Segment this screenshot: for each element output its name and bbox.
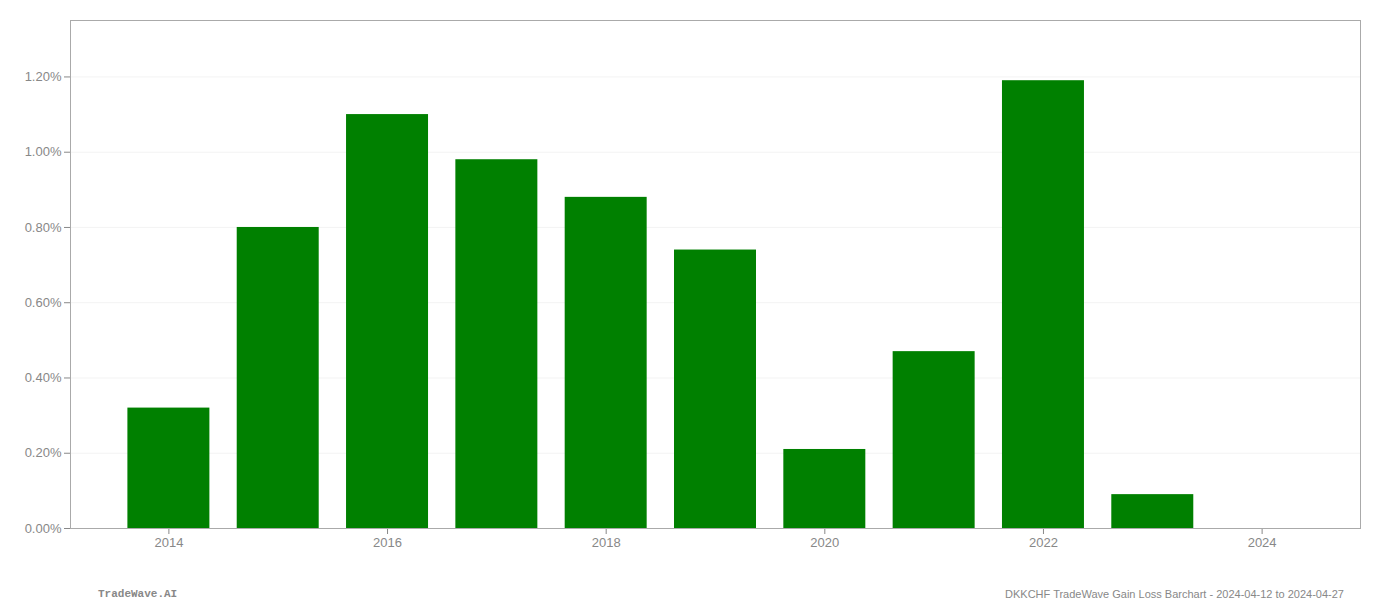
html-text:DKKCHF TradeWave Gain Loss Bar: DKKCHF TradeWave Gain Loss Barchart - 20… xyxy=(1005,588,1344,600)
svg-text:2016: 2016 xyxy=(373,535,402,550)
svg-text:1.00%: 1.00% xyxy=(25,144,62,159)
svg-text:1.20%: 1.20% xyxy=(25,69,62,84)
svg-text:2022: 2022 xyxy=(1029,535,1058,550)
svg-text:0.60%: 0.60% xyxy=(25,295,62,310)
svg-text:0.00%: 0.00% xyxy=(25,521,62,536)
html-text:TradeWave.AI: TradeWave.AI xyxy=(98,588,178,600)
svg-text:2024: 2024 xyxy=(1248,535,1277,550)
svg-text:2014: 2014 xyxy=(154,535,183,550)
svg-text:0.80%: 0.80% xyxy=(25,220,62,235)
svg-text:2018: 2018 xyxy=(592,535,621,550)
svg-text:2020: 2020 xyxy=(810,535,839,550)
svg-text:0.20%: 0.20% xyxy=(25,445,62,460)
svg-text:0.40%: 0.40% xyxy=(25,370,62,385)
